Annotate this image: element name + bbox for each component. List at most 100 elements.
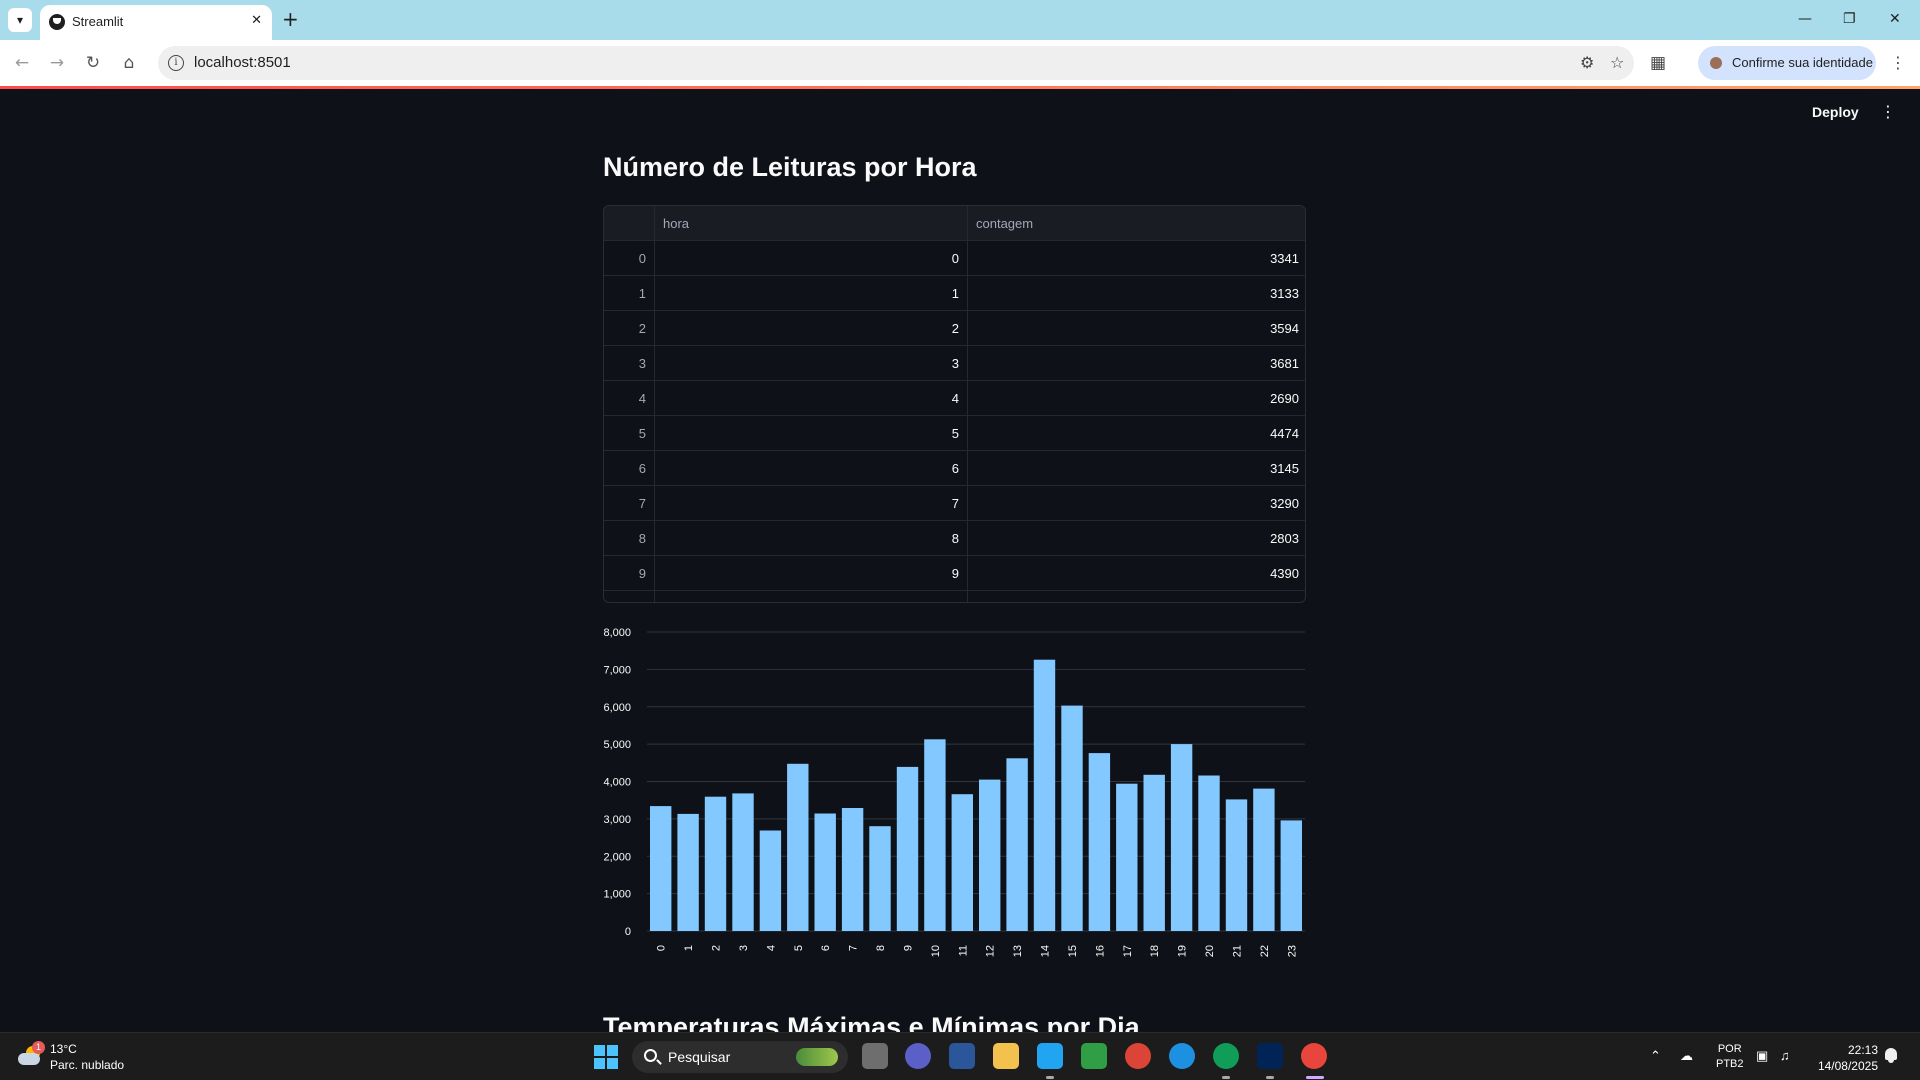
file-explorer-icon[interactable]: [993, 1043, 1019, 1069]
cell-hora[interactable]: 0: [655, 241, 968, 276]
weather-temperature[interactable]: 13°C: [50, 1042, 77, 1056]
table-row[interactable]: 7 7 3290: [604, 486, 1305, 521]
site-info-icon[interactable]: i: [168, 55, 184, 71]
docker-icon[interactable]: [1169, 1043, 1195, 1069]
bar-hora-1[interactable]: [677, 813, 699, 931]
app-menu-kebab-icon[interactable]: ⋮: [1880, 102, 1896, 121]
bar-hora-10[interactable]: [924, 739, 946, 931]
bar-hora-22[interactable]: [1253, 788, 1275, 931]
table-row[interactable]: 1 1 3133: [604, 276, 1305, 311]
bar-hora-0[interactable]: [650, 806, 672, 931]
browser-menu-kebab-icon[interactable]: ⋮: [1890, 53, 1906, 72]
tab-search-chevron-icon[interactable]: ▾: [8, 8, 32, 32]
bar-hora-20[interactable]: [1198, 775, 1220, 932]
cell-hora[interactable]: 2: [655, 311, 968, 346]
cell-contagem[interactable]: 3341: [1270, 251, 1299, 266]
powershell-icon[interactable]: [1257, 1043, 1283, 1069]
network-icon[interactable]: ▣: [1756, 1048, 1769, 1063]
bar-hora-13[interactable]: [1006, 758, 1028, 931]
bar-hora-3[interactable]: [732, 793, 754, 931]
bar-hora-4[interactable]: [759, 830, 782, 932]
cell-hora[interactable]: 4: [655, 381, 968, 416]
bar-hora-15[interactable]: [1061, 705, 1083, 931]
weather-description[interactable]: Parc. nublado: [50, 1058, 125, 1072]
bar-hora-14[interactable]: [1033, 659, 1056, 931]
onedrive-cloud-icon[interactable]: ☁: [1680, 1048, 1693, 1063]
bar-hora-9[interactable]: [896, 766, 919, 931]
window-close-icon[interactable]: ✕: [1889, 11, 1901, 27]
notification-bell-icon[interactable]: [1884, 1048, 1898, 1064]
deploy-button[interactable]: Deploy: [1812, 104, 1859, 120]
taskbar-search[interactable]: Pesquisar: [632, 1041, 848, 1073]
cell-contagem[interactable]: 3133: [1270, 286, 1299, 301]
header-hora[interactable]: hora: [655, 206, 968, 241]
bar-hora-6[interactable]: [814, 813, 836, 932]
tray-chevron-up-icon[interactable]: ⌃: [1650, 1048, 1661, 1063]
cell-hora[interactable]: 1: [655, 276, 968, 311]
cell-hora[interactable]: 7: [655, 486, 968, 521]
bar-chart[interactable]: 0 1,000 2,000 3,000 4,000 5,000 6,000 7,000 8,00…: [600, 620, 1310, 965]
chrome-icon[interactable]: [1125, 1043, 1151, 1069]
cell-contagem[interactable]: 3145: [1270, 461, 1299, 476]
security-app-icon[interactable]: [1081, 1043, 1107, 1069]
bar-hora-8[interactable]: [869, 826, 891, 931]
translate-icon[interactable]: ⚙: [1580, 53, 1595, 72]
cell-contagem[interactable]: 2803: [1270, 531, 1299, 546]
cell-hora[interactable]: 8: [655, 521, 968, 556]
new-tab-plus-icon[interactable]: +: [282, 7, 299, 31]
cell-contagem[interactable]: 2690: [1270, 391, 1299, 406]
bar-hora-7[interactable]: [841, 808, 864, 931]
dataframe[interactable]: hora contagem 0 0 3341 1 1 3133 2 2 3594…: [603, 205, 1306, 603]
bar-hora-5[interactable]: [787, 763, 809, 931]
table-row[interactable]: 0 0 3341: [604, 241, 1305, 276]
table-row[interactable]: 9 9 4390: [604, 556, 1305, 591]
tab-close-icon[interactable]: ✕: [251, 13, 262, 28]
cell-hora[interactable]: 9: [655, 556, 968, 591]
chrome-profile-icon[interactable]: [1213, 1043, 1239, 1069]
table-row[interactable]: 8 8 2803: [604, 521, 1305, 556]
minimize-icon[interactable]: —: [1798, 11, 1812, 27]
browser-tab[interactable]: Streamlit ✕: [40, 5, 272, 40]
cell-contagem[interactable]: 3681: [1270, 356, 1299, 371]
teams-icon[interactable]: [905, 1043, 931, 1069]
bar-hora-19[interactable]: [1170, 744, 1193, 931]
clock[interactable]: 22:13 14/08/2025: [1810, 1042, 1878, 1074]
task-view-icon[interactable]: [862, 1043, 888, 1069]
cell-hora[interactable]: 5: [655, 416, 968, 451]
address-bar[interactable]: i localhost:8501 ⚙ ☆: [158, 46, 1634, 80]
cell-contagem[interactable]: 4474: [1270, 426, 1299, 441]
bar-hora-12[interactable]: [979, 779, 1001, 931]
extensions-puzzle-icon[interactable]: ▦: [1650, 53, 1667, 73]
input-language[interactable]: POR PTB2: [1716, 1042, 1744, 1072]
header-contagem[interactable]: contagem: [976, 216, 1034, 231]
reload-icon[interactable]: ↻: [85, 53, 101, 73]
windows-start-icon[interactable]: [594, 1045, 618, 1069]
bar-hora-17[interactable]: [1116, 783, 1138, 931]
bar-hora-11[interactable]: [951, 794, 973, 931]
restore-icon[interactable]: ❐: [1843, 11, 1856, 27]
bar-hora-18[interactable]: [1143, 774, 1165, 931]
cell-hora[interactable]: 3: [655, 346, 968, 381]
word-icon[interactable]: [949, 1043, 975, 1069]
identity-button[interactable]: Confirme sua identidade: [1698, 46, 1876, 80]
home-icon[interactable]: ⌂: [123, 53, 135, 73]
table-row[interactable]: 5 5 4474: [604, 416, 1305, 451]
bar-hora-23[interactable]: [1280, 820, 1302, 931]
bar-hora-16[interactable]: [1088, 753, 1111, 931]
forward-arrow-icon[interactable]: →: [49, 53, 65, 73]
bar-hora-2[interactable]: [704, 796, 727, 931]
bookmark-star-icon[interactable]: ☆: [1610, 53, 1625, 72]
back-arrow-icon[interactable]: ←: [14, 53, 30, 73]
bar-hora-21[interactable]: [1225, 799, 1248, 931]
table-row[interactable]: 6 6 3145: [604, 451, 1305, 486]
cell-contagem[interactable]: 3594: [1270, 321, 1299, 336]
url-text[interactable]: localhost:8501: [194, 54, 291, 71]
table-row[interactable]: 3 3 3681: [604, 346, 1305, 381]
cell-contagem[interactable]: 3290: [1270, 496, 1299, 511]
cell-contagem[interactable]: 4390: [1270, 566, 1299, 581]
vscode-icon[interactable]: [1037, 1043, 1063, 1069]
table-row[interactable]: 2 2 3594: [604, 311, 1305, 346]
volume-icon[interactable]: ♫: [1780, 1048, 1790, 1063]
chrome-active-icon[interactable]: [1301, 1043, 1327, 1069]
cell-hora[interactable]: 6: [655, 451, 968, 486]
